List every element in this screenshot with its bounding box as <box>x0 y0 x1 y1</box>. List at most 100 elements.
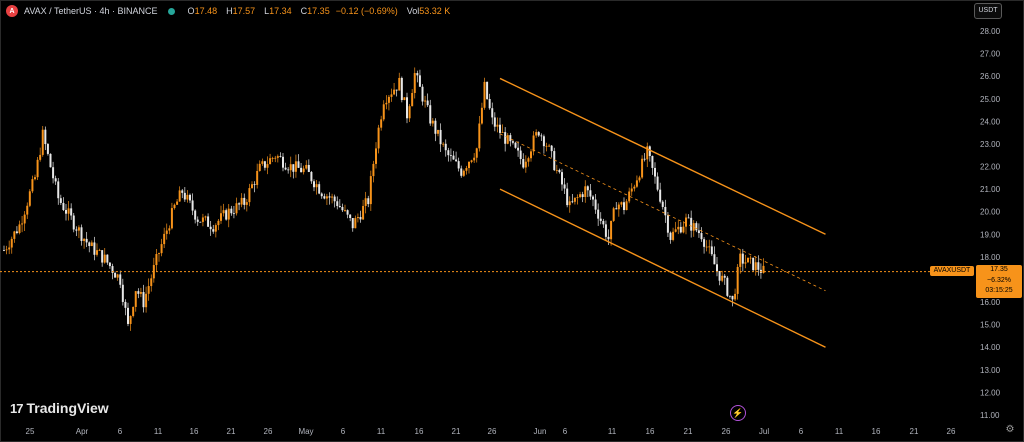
candle-body <box>300 167 303 173</box>
candle-body <box>266 164 269 168</box>
candle-body <box>346 210 349 215</box>
candle-body <box>333 196 336 202</box>
candle-body <box>217 220 220 226</box>
candle-body <box>721 275 724 281</box>
candle-body <box>527 158 530 162</box>
candle-body <box>679 226 682 233</box>
candle-body <box>77 227 80 231</box>
candle-body <box>85 238 88 243</box>
candle-body <box>214 225 217 232</box>
candle-body <box>320 193 323 197</box>
candle-body <box>3 250 5 251</box>
candle-body <box>160 244 163 254</box>
candle-body <box>416 73 419 76</box>
candle-body <box>168 228 171 231</box>
gear-icon[interactable]: ⚙ <box>1005 424 1015 435</box>
candle-body <box>344 210 346 211</box>
tradingview-mark-icon: 17 <box>10 400 24 416</box>
candle-body <box>65 210 67 214</box>
lightning-icon[interactable]: ⚡ <box>730 405 746 421</box>
candle-body <box>385 102 388 105</box>
x-tick-label: 16 <box>872 427 881 436</box>
candle-body <box>103 254 106 263</box>
y-tick-label: 20.00 <box>980 208 1001 217</box>
candle-body <box>656 176 659 190</box>
x-tick-label: 26 <box>264 427 273 436</box>
candle-body <box>522 159 525 168</box>
candle-body <box>517 147 520 151</box>
candle-body <box>548 145 551 147</box>
candle-body <box>455 159 458 162</box>
candle-body <box>535 132 538 136</box>
x-tick-label: 26 <box>947 427 956 436</box>
candle-body <box>269 158 272 165</box>
candle-body <box>478 123 481 149</box>
candle-body <box>542 136 545 147</box>
candle-body <box>21 223 24 225</box>
candle-body <box>44 129 47 145</box>
candle-body <box>586 186 589 191</box>
candle-body <box>240 197 243 205</box>
currency-button[interactable]: USDT <box>974 3 1002 19</box>
candle-body <box>96 250 98 255</box>
candle-body <box>204 216 207 218</box>
candle-body <box>716 264 718 271</box>
candle-body <box>728 295 731 297</box>
candle-body <box>359 217 362 220</box>
candle-body <box>731 295 734 300</box>
candle-body <box>302 168 305 173</box>
candle-body <box>101 250 104 263</box>
candle-body <box>664 206 667 216</box>
candle-body <box>710 246 713 255</box>
candle-body <box>635 180 638 187</box>
candle-body <box>114 272 117 278</box>
candle-body <box>400 77 403 101</box>
candle-body <box>41 129 44 155</box>
x-tick-label: 11 <box>377 427 386 436</box>
candle-body <box>292 164 295 172</box>
candle-body <box>375 148 377 164</box>
candle-body <box>594 199 597 210</box>
candle-body <box>338 205 341 207</box>
candle-body <box>8 247 11 250</box>
channel-mid-line <box>499 133 826 292</box>
candle-body <box>139 292 142 294</box>
candle-body <box>90 242 93 247</box>
candle-body <box>15 231 18 233</box>
candle-body <box>736 266 739 294</box>
candle-body <box>36 159 39 178</box>
candle-body <box>372 163 375 177</box>
candle-body <box>576 197 579 198</box>
candle-body <box>406 97 408 119</box>
candle-body <box>581 194 584 198</box>
candle-body <box>612 208 615 221</box>
candle-body <box>739 253 742 267</box>
candle-body <box>486 81 489 99</box>
candle-body <box>571 201 574 203</box>
candle-body <box>524 161 527 168</box>
candle-body <box>276 156 279 158</box>
candle-body <box>617 204 620 210</box>
symbol-title[interactable]: AVAX / TetherUS · 4h · BINANCE <box>24 6 158 16</box>
candle-body <box>723 275 726 278</box>
candle-body <box>589 190 592 197</box>
candle-body <box>170 208 173 229</box>
candle-body <box>199 221 202 223</box>
candle-body <box>227 208 230 220</box>
candle-body <box>411 92 414 107</box>
x-tick-label: 6 <box>341 427 346 436</box>
candle-body <box>672 231 675 240</box>
x-tick-label: Jun <box>534 427 547 436</box>
candle-body <box>669 232 672 240</box>
candle-body <box>426 100 429 106</box>
candle-body <box>49 153 52 168</box>
candle-body <box>447 150 450 156</box>
candle-body <box>331 196 334 198</box>
price-channel[interactable] <box>499 77 826 348</box>
x-tick-label: 26 <box>722 427 731 436</box>
candle-body <box>134 291 137 307</box>
tradingview-logo[interactable]: 17 TradingView <box>10 400 109 416</box>
candle-body <box>643 158 646 160</box>
candle-body <box>504 132 507 144</box>
